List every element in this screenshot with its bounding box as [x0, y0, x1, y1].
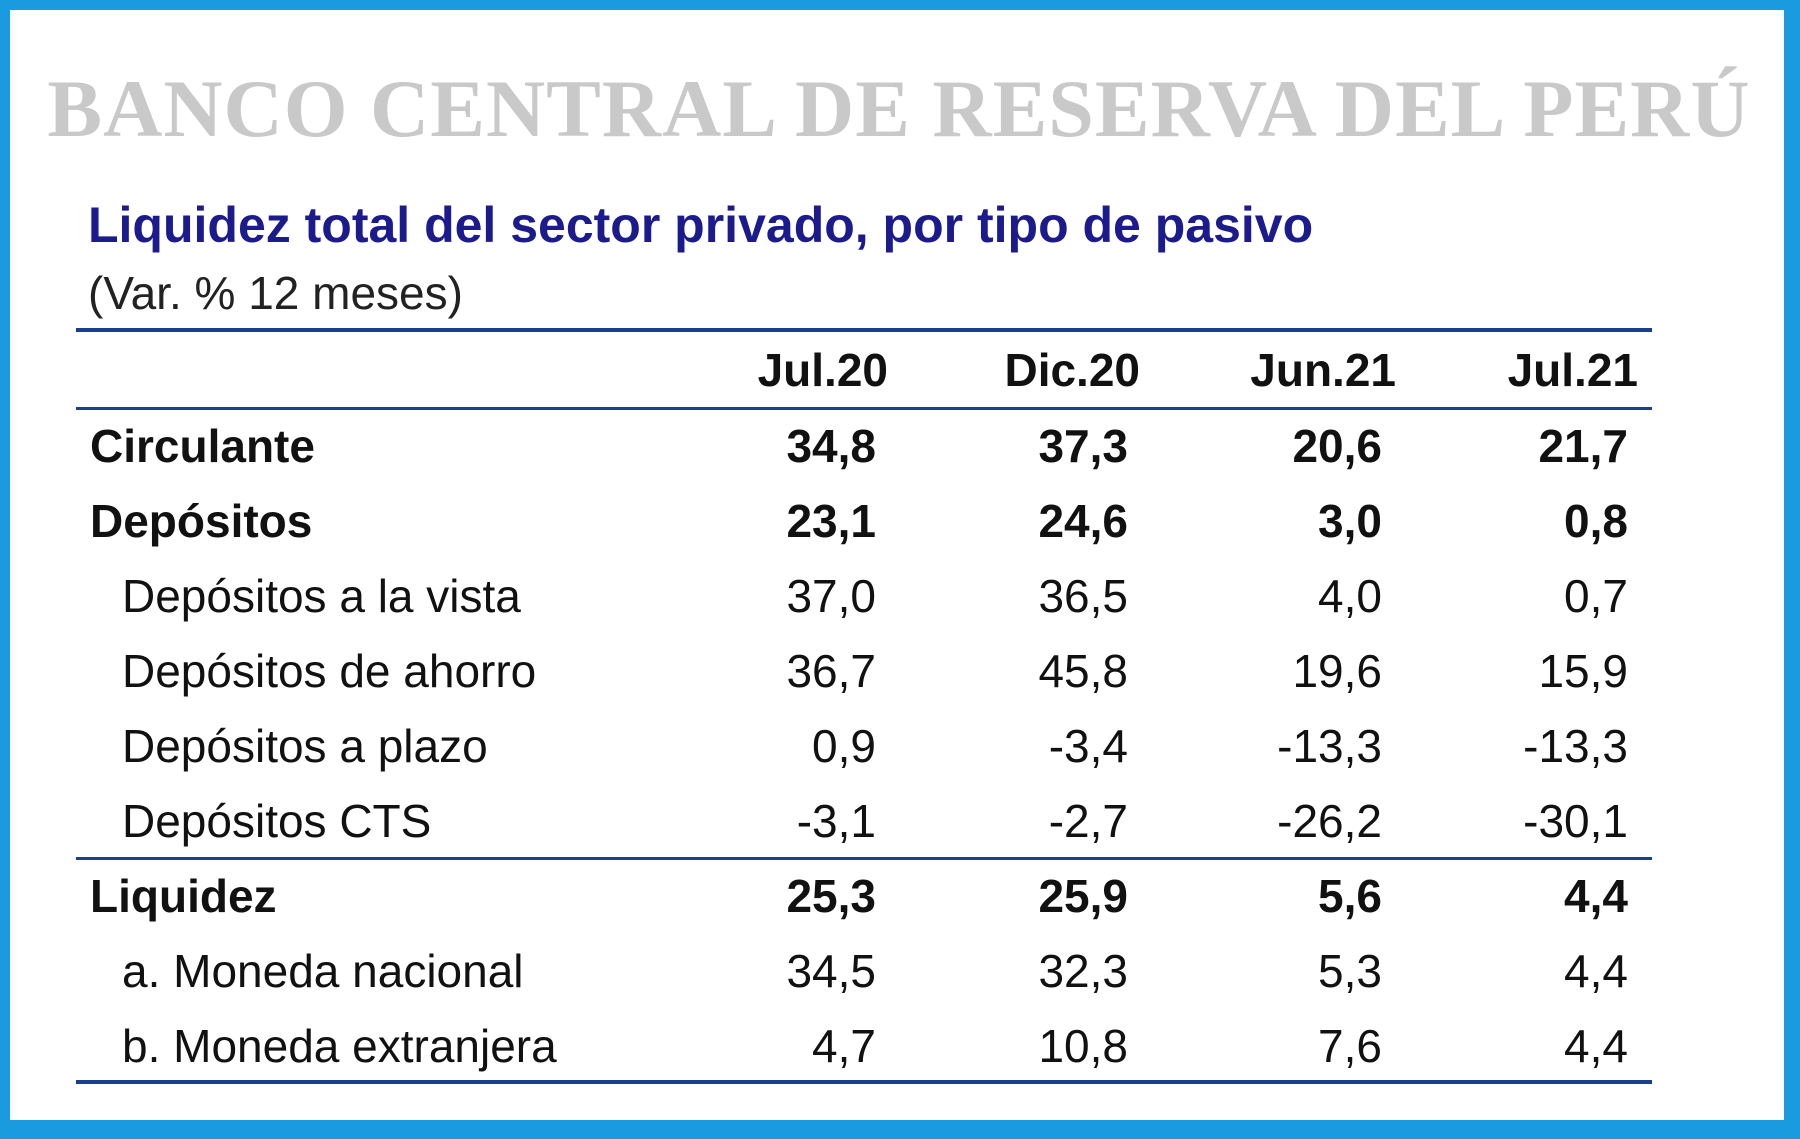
row-value: -3,1	[796, 794, 876, 847]
row-value: 34,8	[786, 419, 876, 472]
table-row-liquidez: Liquidez 25,3 25,9 5,6 4,4	[76, 858, 1652, 933]
row-label: Depósitos a plazo	[122, 719, 488, 772]
table-row-moneda-extranjera: b. Moneda extranjera 4,7 10,8 7,6 4,4	[76, 1008, 1652, 1083]
row-value: 20,6	[1292, 419, 1382, 472]
row-value: -30,1	[1523, 794, 1628, 847]
row-value: -2,7	[1048, 794, 1128, 847]
row-value: 37,3	[1038, 419, 1128, 472]
liquidez-rule	[76, 857, 1652, 860]
row-value: 24,6	[1038, 494, 1128, 547]
column-header: Jun.21	[1250, 344, 1396, 396]
row-value: 23,1	[786, 494, 876, 547]
row-value: 0,8	[1564, 494, 1628, 547]
row-label: Depósitos	[90, 494, 313, 547]
row-value: 5,3	[1318, 944, 1382, 997]
row-label: a. Moneda nacional	[122, 944, 524, 997]
table-row-depositos-plazo: Depósitos a plazo 0,9 -3,4 -13,3 -13,3	[76, 708, 1652, 783]
row-value: 21,7	[1538, 419, 1628, 472]
row-value: 25,3	[786, 869, 876, 922]
document-frame: BANCO CENTRAL DE RESERVA DEL PERÚ Liquid…	[10, 10, 1784, 1120]
row-value: 3,0	[1318, 494, 1382, 547]
row-value: 0,9	[812, 719, 876, 772]
row-label: Depósitos CTS	[122, 794, 432, 847]
table-row-circulante: Circulante 34,8 37,3 20,6 21,7	[76, 408, 1652, 483]
column-header: Jul.21	[1507, 344, 1638, 396]
header-rule	[76, 407, 1652, 410]
row-value: -13,3	[1523, 719, 1628, 772]
row-value: 4,0	[1318, 569, 1382, 622]
table-row-depositos: Depósitos 23,1 24,6 3,0 0,8	[76, 483, 1652, 558]
row-value: 36,5	[1038, 569, 1128, 622]
row-value: -3,4	[1048, 719, 1128, 772]
bank-watermark: BANCO CENTRAL DE RESERVA DEL PERÚ	[47, 63, 1751, 154]
table-row-depositos-ahorro: Depósitos de ahorro 36,7 45,8 19,6 15,9	[76, 633, 1652, 708]
liquidity-table: Jul.20 Dic.20 Jun.21 Jul.21 Circulante 3…	[76, 332, 1652, 1083]
row-value: 37,0	[786, 569, 876, 622]
row-value: 45,8	[1038, 644, 1128, 697]
row-value: 4,4	[1564, 944, 1628, 997]
table-row-depositos-vista: Depósitos a la vista 37,0 36,5 4,0 0,7	[76, 558, 1652, 633]
row-value: 7,6	[1318, 1019, 1382, 1072]
row-value: 32,3	[1038, 944, 1128, 997]
bottom-rule	[76, 1080, 1652, 1084]
row-label: Liquidez	[90, 869, 277, 922]
table-row-depositos-cts: Depósitos CTS -3,1 -2,7 -26,2 -30,1	[76, 783, 1652, 858]
row-value: 19,6	[1292, 644, 1382, 697]
row-value: 5,6	[1318, 869, 1382, 922]
row-value: -26,2	[1277, 794, 1382, 847]
table-subtitle: (Var. % 12 meses)	[88, 267, 463, 319]
row-value: 4,4	[1564, 869, 1628, 922]
column-header: Dic.20	[1004, 344, 1140, 396]
column-header: Jul.20	[757, 344, 888, 396]
row-value: 4,7	[812, 1019, 876, 1072]
row-value: 15,9	[1538, 644, 1628, 697]
row-value: 36,7	[786, 644, 876, 697]
row-value: 10,8	[1038, 1019, 1128, 1072]
top-rule	[76, 328, 1652, 332]
row-value: 25,9	[1038, 869, 1128, 922]
header-label-cell	[76, 332, 608, 408]
table-title: Liquidez total del sector privado, por t…	[88, 197, 1314, 253]
row-value: -13,3	[1277, 719, 1382, 772]
table-row-moneda-nacional: a. Moneda nacional 34,5 32,3 5,3 4,4	[76, 933, 1652, 1008]
row-label: Depósitos de ahorro	[122, 644, 537, 697]
row-label: Circulante	[90, 419, 315, 472]
row-value: 34,5	[786, 944, 876, 997]
row-value: 0,7	[1564, 569, 1628, 622]
row-label: Depósitos a la vista	[122, 569, 521, 622]
row-value: 4,4	[1564, 1019, 1628, 1072]
table-header-row: Jul.20 Dic.20 Jun.21 Jul.21	[76, 332, 1652, 408]
row-label: b. Moneda extranjera	[122, 1019, 557, 1072]
